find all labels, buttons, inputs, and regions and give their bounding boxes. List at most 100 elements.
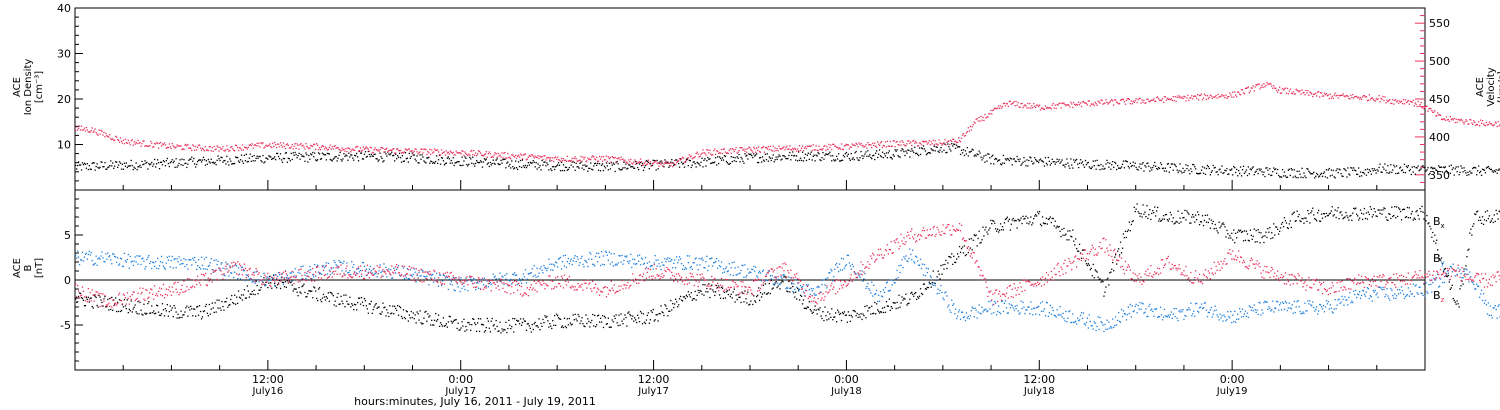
velocity-series-point xyxy=(117,139,120,141)
bx-series-point xyxy=(247,290,249,292)
bx-series-point xyxy=(770,279,772,281)
bx-series-point xyxy=(920,292,923,295)
bx-series-point xyxy=(159,314,162,317)
bx-series-point xyxy=(162,309,165,311)
velocity-series-point xyxy=(971,126,973,128)
density-series-point xyxy=(201,159,204,161)
velocity-series-point xyxy=(886,140,888,142)
velocity-series-point xyxy=(1370,97,1372,99)
by-series-point xyxy=(337,267,339,269)
velocity-series-point xyxy=(551,160,553,162)
bx-series-point xyxy=(1370,208,1372,210)
velocity-series-point xyxy=(377,149,379,151)
velocity-series-point xyxy=(870,144,872,146)
density-series-point xyxy=(1088,166,1090,168)
density-series-point xyxy=(144,160,146,162)
velocity-series-point xyxy=(1125,99,1128,102)
velocity-series-point xyxy=(1165,99,1168,101)
bx-series-point xyxy=(1214,223,1216,226)
density-series-point xyxy=(570,164,572,166)
density-series-point xyxy=(245,153,247,155)
velocity-series-point xyxy=(233,149,235,151)
density-series-point xyxy=(193,157,195,160)
bx-series-point xyxy=(1190,222,1192,224)
velocity-series-point xyxy=(799,149,802,152)
velocity-series-point xyxy=(138,142,140,144)
density-series-point xyxy=(1327,169,1329,171)
bx-series-point xyxy=(1261,236,1263,239)
by-series-point xyxy=(118,263,121,265)
bx-series-point xyxy=(547,320,549,322)
bx-series-point xyxy=(1334,209,1336,211)
velocity-series-point xyxy=(117,139,119,141)
density-series-point xyxy=(1285,176,1288,178)
velocity-series-point xyxy=(1086,104,1088,106)
velocity-series-point xyxy=(552,157,554,159)
density-series-point xyxy=(332,158,334,160)
density-series-point xyxy=(1169,166,1171,168)
velocity-series-point xyxy=(311,145,313,147)
velocity-series-point xyxy=(142,140,144,142)
velocity-series-point xyxy=(677,160,679,162)
bx-series-point xyxy=(1068,239,1070,241)
bx-series-point xyxy=(1395,217,1397,219)
bx-series-point xyxy=(1453,299,1455,301)
velocity-series-point xyxy=(961,134,964,136)
velocity-series-point xyxy=(993,109,995,111)
velocity-series-point xyxy=(666,162,668,164)
density-axis-title-line: ACE xyxy=(12,77,23,97)
bx-series-point xyxy=(569,322,571,324)
bx-series-point xyxy=(1366,218,1369,220)
density-series-point xyxy=(925,154,928,156)
bx-series-point xyxy=(336,296,338,298)
velocity-series-point xyxy=(1014,105,1016,107)
velocity-series-point xyxy=(574,156,576,158)
bx-series-point xyxy=(958,246,961,248)
bx-series-point xyxy=(453,319,455,322)
velocity-series-point xyxy=(1409,100,1411,102)
bx-series-point xyxy=(1168,218,1170,220)
velocity-series-point xyxy=(1229,92,1231,94)
density-series-point xyxy=(1330,169,1332,171)
density-series-point xyxy=(1354,169,1356,171)
density-series-point xyxy=(771,157,773,159)
density-series-point xyxy=(1009,157,1011,159)
b-tick-label: 5 xyxy=(64,229,71,242)
density-series-point xyxy=(247,160,249,163)
density-series-point xyxy=(940,147,942,149)
velocity-series-point xyxy=(509,156,511,158)
by-series-point xyxy=(461,287,463,290)
bx-series-point xyxy=(691,299,693,301)
density-series-point xyxy=(268,155,270,157)
velocity-series-point xyxy=(681,156,684,158)
density-series-point xyxy=(1195,168,1197,170)
by-series-point xyxy=(386,276,388,278)
velocity-series-point xyxy=(398,150,401,152)
velocity-series-point xyxy=(704,152,706,154)
bx-series-point xyxy=(1454,301,1456,303)
by-series-point xyxy=(126,258,128,261)
density-series-point xyxy=(410,155,412,158)
density-series-point xyxy=(160,161,163,163)
density-series-point xyxy=(304,160,306,162)
bx-series-point xyxy=(646,314,648,317)
density-series-point xyxy=(1041,160,1044,162)
bx-series-point xyxy=(545,316,547,319)
density-series-point xyxy=(511,160,513,162)
velocity-series-point xyxy=(1154,100,1156,102)
velocity-series-point xyxy=(714,148,716,150)
velocity-series-point xyxy=(889,140,891,143)
velocity-series-point xyxy=(389,149,391,151)
density-series-point xyxy=(188,159,190,161)
velocity-series-point xyxy=(764,146,767,149)
density-series-point xyxy=(1142,162,1144,164)
velocity-series-point xyxy=(1498,125,1500,127)
density-series-point xyxy=(1131,164,1133,167)
bx-series-point xyxy=(245,297,247,299)
density-series-point xyxy=(657,168,659,170)
bx-series-point xyxy=(355,304,357,306)
density-series-point xyxy=(713,162,715,164)
velocity-series-point xyxy=(1171,99,1173,102)
density-series-point xyxy=(514,167,516,169)
density-series-point xyxy=(1016,155,1018,158)
